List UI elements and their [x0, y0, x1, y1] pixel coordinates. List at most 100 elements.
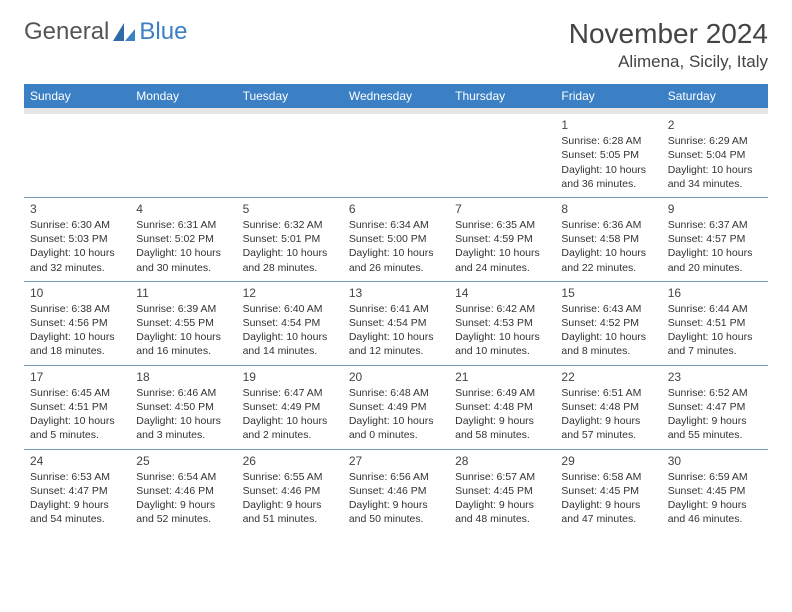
sunrise-text: Sunrise: 6:42 AM	[455, 302, 549, 316]
sunrise-text: Sunrise: 6:57 AM	[455, 470, 549, 484]
week-row: 3Sunrise: 6:30 AMSunset: 5:03 PMDaylight…	[24, 197, 768, 281]
daylight-text: and 50 minutes.	[349, 512, 443, 526]
daylight-text: and 12 minutes.	[349, 344, 443, 358]
sunset-text: Sunset: 4:47 PM	[30, 484, 124, 498]
sunset-text: Sunset: 4:59 PM	[455, 232, 549, 246]
day-number: 16	[668, 285, 762, 301]
day-cell: 3Sunrise: 6:30 AMSunset: 5:03 PMDaylight…	[24, 197, 130, 281]
sunset-text: Sunset: 4:48 PM	[455, 400, 549, 414]
daylight-text: Daylight: 10 hours	[561, 330, 655, 344]
daylight-text: and 47 minutes.	[561, 512, 655, 526]
empty-cell	[24, 114, 130, 197]
day-number: 3	[30, 201, 124, 217]
day-cell: 23Sunrise: 6:52 AMSunset: 4:47 PMDayligh…	[662, 365, 768, 449]
sunrise-text: Sunrise: 6:40 AM	[243, 302, 337, 316]
sunset-text: Sunset: 5:02 PM	[136, 232, 230, 246]
sunset-text: Sunset: 4:56 PM	[30, 316, 124, 330]
daylight-text: and 26 minutes.	[349, 261, 443, 275]
daylight-text: and 28 minutes.	[243, 261, 337, 275]
day-number: 15	[561, 285, 655, 301]
day-number: 23	[668, 369, 762, 385]
day-number: 29	[561, 453, 655, 469]
daylight-text: Daylight: 10 hours	[349, 330, 443, 344]
day-number: 24	[30, 453, 124, 469]
daylight-text: and 54 minutes.	[30, 512, 124, 526]
daylight-text: Daylight: 10 hours	[561, 163, 655, 177]
daylight-text: and 2 minutes.	[243, 428, 337, 442]
weekday-sunday: Sunday	[24, 84, 130, 108]
sunrise-text: Sunrise: 6:54 AM	[136, 470, 230, 484]
daylight-text: and 51 minutes.	[243, 512, 337, 526]
sunrise-text: Sunrise: 6:48 AM	[349, 386, 443, 400]
day-cell: 4Sunrise: 6:31 AMSunset: 5:02 PMDaylight…	[130, 197, 236, 281]
sunset-text: Sunset: 5:05 PM	[561, 148, 655, 162]
empty-cell	[130, 114, 236, 197]
daylight-text: and 32 minutes.	[30, 261, 124, 275]
daylight-text: Daylight: 9 hours	[668, 414, 762, 428]
daylight-text: and 36 minutes.	[561, 177, 655, 191]
sunrise-text: Sunrise: 6:39 AM	[136, 302, 230, 316]
day-cell: 7Sunrise: 6:35 AMSunset: 4:59 PMDaylight…	[449, 197, 555, 281]
daylight-text: Daylight: 9 hours	[561, 414, 655, 428]
daylight-text: Daylight: 10 hours	[136, 414, 230, 428]
title-block: November 2024 Alimena, Sicily, Italy	[569, 18, 768, 72]
daylight-text: and 52 minutes.	[136, 512, 230, 526]
sunrise-text: Sunrise: 6:49 AM	[455, 386, 549, 400]
day-number: 12	[243, 285, 337, 301]
sunrise-text: Sunrise: 6:51 AM	[561, 386, 655, 400]
day-cell: 16Sunrise: 6:44 AMSunset: 4:51 PMDayligh…	[662, 281, 768, 365]
header: General Blue November 2024 Alimena, Sici…	[24, 18, 768, 72]
sunrise-text: Sunrise: 6:53 AM	[30, 470, 124, 484]
sunrise-text: Sunrise: 6:31 AM	[136, 218, 230, 232]
daylight-text: Daylight: 9 hours	[243, 498, 337, 512]
day-number: 2	[668, 117, 762, 133]
sunrise-text: Sunrise: 6:32 AM	[243, 218, 337, 232]
weekday-wednesday: Wednesday	[343, 84, 449, 108]
day-cell: 11Sunrise: 6:39 AMSunset: 4:55 PMDayligh…	[130, 281, 236, 365]
sunrise-text: Sunrise: 6:52 AM	[668, 386, 762, 400]
sunset-text: Sunset: 4:46 PM	[243, 484, 337, 498]
day-cell: 6Sunrise: 6:34 AMSunset: 5:00 PMDaylight…	[343, 197, 449, 281]
day-number: 18	[136, 369, 230, 385]
daylight-text: and 24 minutes.	[455, 261, 549, 275]
calendar-body: 1Sunrise: 6:28 AMSunset: 5:05 PMDaylight…	[24, 114, 768, 532]
day-number: 14	[455, 285, 549, 301]
sunrise-text: Sunrise: 6:28 AM	[561, 134, 655, 148]
daylight-text: and 46 minutes.	[668, 512, 762, 526]
daylight-text: Daylight: 9 hours	[349, 498, 443, 512]
daylight-text: Daylight: 10 hours	[30, 330, 124, 344]
sunset-text: Sunset: 4:45 PM	[561, 484, 655, 498]
daylight-text: Daylight: 10 hours	[668, 330, 762, 344]
sunset-text: Sunset: 4:57 PM	[668, 232, 762, 246]
daylight-text: Daylight: 9 hours	[30, 498, 124, 512]
day-cell: 22Sunrise: 6:51 AMSunset: 4:48 PMDayligh…	[555, 365, 661, 449]
daylight-text: and 8 minutes.	[561, 344, 655, 358]
daylight-text: and 34 minutes.	[668, 177, 762, 191]
sunset-text: Sunset: 5:04 PM	[668, 148, 762, 162]
day-cell: 24Sunrise: 6:53 AMSunset: 4:47 PMDayligh…	[24, 449, 130, 532]
sunrise-text: Sunrise: 6:59 AM	[668, 470, 762, 484]
weekday-thursday: Thursday	[449, 84, 555, 108]
day-number: 5	[243, 201, 337, 217]
sunset-text: Sunset: 4:49 PM	[243, 400, 337, 414]
sunrise-text: Sunrise: 6:44 AM	[668, 302, 762, 316]
weekday-friday: Friday	[555, 84, 661, 108]
daylight-text: Daylight: 9 hours	[455, 498, 549, 512]
sunset-text: Sunset: 4:55 PM	[136, 316, 230, 330]
daylight-text: and 57 minutes.	[561, 428, 655, 442]
week-row: 24Sunrise: 6:53 AMSunset: 4:47 PMDayligh…	[24, 449, 768, 532]
daylight-text: Daylight: 10 hours	[30, 414, 124, 428]
day-number: 21	[455, 369, 549, 385]
day-number: 7	[455, 201, 549, 217]
day-cell: 14Sunrise: 6:42 AMSunset: 4:53 PMDayligh…	[449, 281, 555, 365]
sunset-text: Sunset: 4:54 PM	[243, 316, 337, 330]
sunset-text: Sunset: 5:03 PM	[30, 232, 124, 246]
daylight-text: and 58 minutes.	[455, 428, 549, 442]
sunrise-text: Sunrise: 6:41 AM	[349, 302, 443, 316]
day-number: 22	[561, 369, 655, 385]
sunset-text: Sunset: 4:51 PM	[30, 400, 124, 414]
day-cell: 25Sunrise: 6:54 AMSunset: 4:46 PMDayligh…	[130, 449, 236, 532]
daylight-text: and 3 minutes.	[136, 428, 230, 442]
calendar-header: SundayMondayTuesdayWednesdayThursdayFrid…	[24, 84, 768, 114]
sunrise-text: Sunrise: 6:46 AM	[136, 386, 230, 400]
